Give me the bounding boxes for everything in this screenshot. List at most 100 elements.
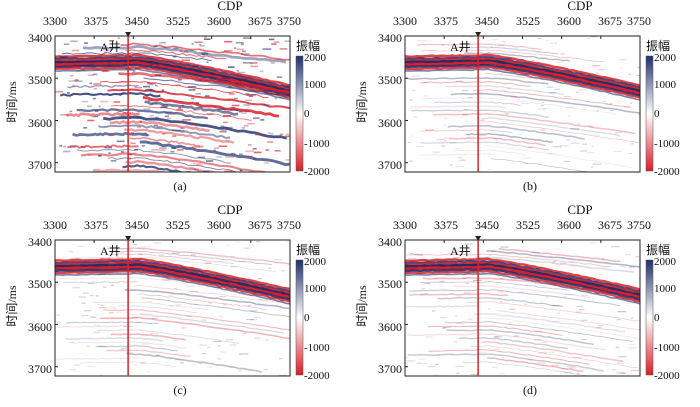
noise-speckle	[205, 88, 213, 90]
noise-speckle	[488, 308, 491, 310]
noise-speckle	[467, 97, 473, 99]
noise-speckle	[187, 86, 197, 88]
noise-speckle	[543, 108, 547, 110]
noise-speckle	[259, 298, 268, 300]
noise-speckle	[455, 365, 464, 367]
noise-speckle	[581, 294, 588, 296]
reflector-event	[55, 265, 290, 300]
noise-speckle	[495, 271, 504, 273]
noise-speckle	[252, 79, 256, 81]
noise-speckle	[93, 83, 102, 85]
reflector-event	[483, 145, 632, 169]
reflector-event	[420, 141, 550, 151]
noise-speckle	[631, 291, 635, 293]
reflector-event	[120, 42, 290, 61]
colorbar-title: 振幅	[646, 243, 671, 257]
noise-speckle	[175, 304, 182, 306]
reflector-event	[67, 144, 139, 149]
noise-speckle	[276, 76, 283, 78]
noise-speckle	[196, 164, 203, 166]
noise-speckle	[273, 41, 280, 43]
noise-speckle	[278, 96, 288, 98]
noise-speckle	[151, 317, 158, 319]
noise-speckle	[637, 67, 640, 69]
noise-speckle	[638, 277, 640, 279]
noise-speckle	[60, 114, 69, 116]
colorbar-tick: 2000	[654, 52, 676, 64]
reflector-event	[467, 317, 640, 339]
noise-speckle	[531, 252, 540, 254]
noise-speckle	[494, 137, 502, 139]
noise-speckle	[108, 152, 111, 154]
noise-speckle	[278, 291, 281, 293]
noise-speckle	[273, 259, 283, 261]
noise-speckle	[125, 68, 133, 70]
noise-speckle	[172, 55, 177, 58]
noise-speckle	[551, 262, 555, 264]
reflector-event	[142, 96, 280, 118]
noise-speckle	[450, 353, 454, 355]
noise-speckle	[94, 110, 99, 112]
noise-speckle	[260, 119, 265, 121]
noise-speckle	[247, 144, 252, 146]
reflector-event	[406, 77, 549, 85]
noise-speckle	[247, 122, 255, 125]
reflector-event	[56, 325, 134, 328]
noise-speckle	[279, 48, 288, 50]
noise-speckle	[638, 113, 640, 115]
noise-speckle	[121, 89, 124, 91]
noise-speckle	[74, 80, 83, 82]
noise-speckle	[116, 140, 125, 143]
noise-speckle	[110, 284, 114, 286]
noise-speckle	[497, 291, 504, 293]
noise-speckle	[141, 343, 149, 345]
noise-speckle	[279, 133, 284, 136]
reflector-event	[59, 92, 161, 98]
noise-speckle	[578, 89, 587, 91]
noise-speckle	[84, 42, 88, 44]
noise-speckle	[202, 353, 207, 355]
well-label: A井	[450, 40, 471, 54]
noise-speckle	[488, 255, 492, 257]
noise-speckle	[239, 153, 243, 156]
noise-speckle	[245, 318, 254, 320]
reflector-event	[427, 325, 563, 336]
noise-speckle	[505, 57, 513, 59]
noise-speckle	[171, 147, 177, 149]
noise-speckle	[614, 132, 623, 134]
noise-speckle	[552, 260, 557, 262]
noise-speckle	[268, 38, 275, 41]
noise-speckle	[194, 268, 202, 270]
noise-speckle	[568, 260, 574, 262]
seismic-section-svg	[54, 32, 304, 173]
x-tick-label: 3750	[277, 14, 301, 28]
noise-speckle	[563, 296, 567, 298]
noise-speckle	[631, 317, 634, 319]
reflector-event	[61, 52, 212, 62]
noise-speckle	[172, 129, 181, 132]
noise-speckle	[95, 295, 99, 297]
noise-speckle	[605, 103, 612, 105]
noise-speckle	[87, 105, 92, 108]
noise-speckle	[197, 156, 206, 159]
reflector-event	[474, 312, 626, 333]
seismic-section-svg	[404, 32, 654, 173]
noise-speckle	[456, 372, 460, 374]
seismic-panel-a: CDP 3300 3375 3450 3525 3600 3675 3750 3…	[0, 0, 350, 203]
noise-speckle	[586, 152, 596, 154]
well-marker-icon	[475, 32, 482, 37]
noise-speckle	[285, 135, 290, 138]
noise-speckle	[121, 115, 126, 117]
noise-speckle	[139, 121, 142, 123]
noise-speckle	[234, 97, 238, 100]
noise-speckle	[218, 316, 224, 318]
reflector-event	[407, 353, 604, 372]
noise-speckle	[531, 60, 535, 62]
reflector-event	[484, 73, 590, 86]
noise-speckle	[243, 37, 252, 39]
x-axis-label: CDP	[217, 0, 243, 13]
reflector-event	[472, 89, 631, 108]
noise-speckle	[195, 93, 201, 95]
noise-speckle	[274, 297, 281, 299]
noise-speckle	[178, 107, 181, 109]
